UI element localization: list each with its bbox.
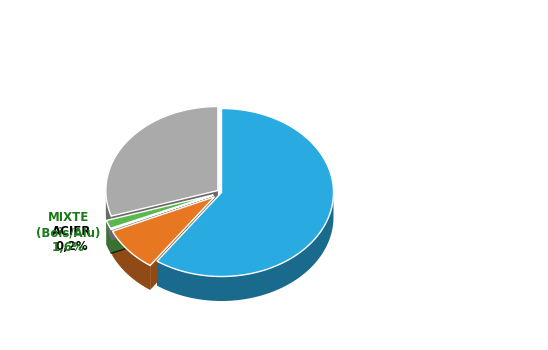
Polygon shape	[157, 108, 334, 276]
Polygon shape	[111, 195, 213, 230]
Text: MIXTE
(Bois/Alu)
1,6%: MIXTE (Bois/Alu) 1,6%	[36, 211, 101, 254]
Polygon shape	[106, 195, 213, 229]
Polygon shape	[106, 220, 110, 253]
Text: ACIER
0,2%: ACIER 0,2%	[52, 225, 92, 253]
Text: BOIS
8,5%: BOIS 8,5%	[79, 251, 112, 279]
Polygon shape	[106, 195, 213, 245]
Polygon shape	[112, 197, 215, 265]
Text: PVC
59,7%: PVC 59,7%	[349, 211, 389, 239]
Polygon shape	[110, 195, 213, 253]
Polygon shape	[157, 192, 334, 301]
Text: ALU
29,9%: ALU 29,9%	[72, 113, 113, 141]
Polygon shape	[106, 106, 218, 216]
Polygon shape	[150, 197, 215, 290]
Polygon shape	[111, 195, 213, 254]
Polygon shape	[112, 231, 150, 290]
Polygon shape	[111, 195, 213, 253]
Polygon shape	[157, 193, 221, 286]
Polygon shape	[111, 190, 218, 240]
Polygon shape	[112, 197, 215, 256]
Polygon shape	[106, 190, 111, 240]
